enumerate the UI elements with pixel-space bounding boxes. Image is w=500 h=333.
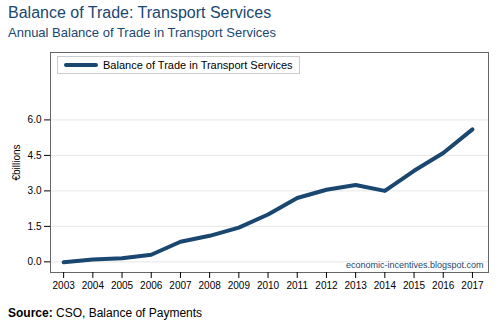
svg-text:2011: 2011 bbox=[286, 280, 308, 291]
svg-text:€billions: €billions bbox=[11, 144, 22, 180]
html-text:Balance of Trade: Transport Se: Balance of Trade: Transport Services bbox=[8, 4, 272, 21]
svg-text:0.0: 0.0 bbox=[28, 256, 42, 267]
svg-text:2005: 2005 bbox=[111, 280, 134, 291]
svg-text:2017: 2017 bbox=[461, 280, 484, 291]
svg-text:2016: 2016 bbox=[432, 280, 455, 291]
svg-text:2009: 2009 bbox=[228, 280, 251, 291]
svg-text:2012: 2012 bbox=[315, 280, 338, 291]
html-text:Balance of Trade in Transport: Balance of Trade in Transport Services bbox=[103, 59, 293, 71]
svg-text:economic-incentives.blogspot.c: economic-incentives.blogspot.com bbox=[346, 260, 484, 270]
svg-text:2008: 2008 bbox=[199, 280, 222, 291]
svg-text:2015: 2015 bbox=[403, 280, 426, 291]
svg-text:1.5: 1.5 bbox=[28, 221, 42, 232]
svg-text:2013: 2013 bbox=[345, 280, 368, 291]
html-text:Annual Balance of Trade in Tra: Annual Balance of Trade in Transport Ser… bbox=[8, 25, 277, 40]
svg-text:6.0: 6.0 bbox=[28, 114, 42, 125]
svg-text:4.5: 4.5 bbox=[28, 150, 42, 161]
svg-text:2006: 2006 bbox=[140, 280, 163, 291]
svg-text:2010: 2010 bbox=[257, 280, 280, 291]
svg-text:3.0: 3.0 bbox=[28, 185, 42, 196]
svg-text:2004: 2004 bbox=[82, 280, 105, 291]
html-text:Source: CSO, Balance of Paymen: Source: CSO, Balance of Payments bbox=[8, 306, 203, 320]
svg-text:2007: 2007 bbox=[169, 280, 192, 291]
svg-text:2014: 2014 bbox=[374, 280, 397, 291]
svg-text:2003: 2003 bbox=[53, 280, 76, 291]
